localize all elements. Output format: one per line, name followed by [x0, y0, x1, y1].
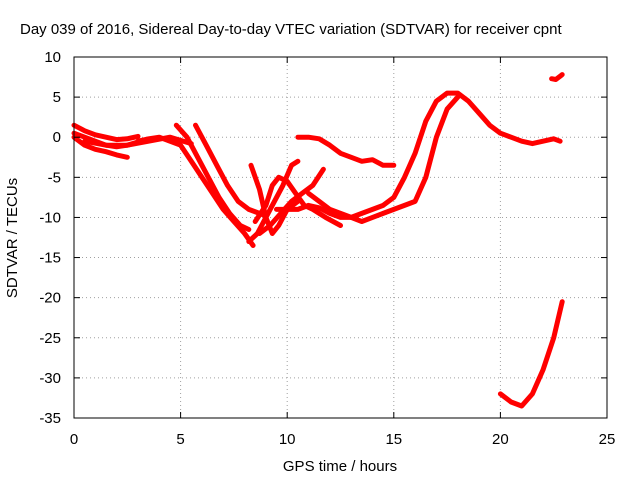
x-tick-label: 0 [70, 431, 78, 448]
x-tick-label: 10 [279, 431, 296, 448]
axis-ticks: 0 5 10 15 20 25 10 5 0 -5 -10 -15 -20 -25 -30 -35 [39, 49, 615, 448]
x-tick-label: 25 [599, 431, 616, 448]
grid-lines [74, 57, 607, 418]
series-track-16 [549, 72, 565, 82]
y-tick-label: -15 [39, 250, 61, 267]
data-series-group [71, 72, 565, 409]
y-tick-label: -25 [39, 330, 61, 347]
series-track-12 [274, 90, 563, 220]
y-tick-label: 10 [44, 49, 61, 66]
series-track-14 [306, 94, 461, 224]
y-tick-label: -35 [39, 410, 61, 427]
y-tick-label: -30 [39, 370, 61, 387]
series-track-09 [257, 166, 326, 236]
y-tick-label: -10 [39, 209, 61, 226]
series-track-01 [71, 122, 141, 143]
plot-frame [73, 56, 608, 419]
y-axis-label: SDTVAR / TECUs [4, 178, 21, 298]
series-track-03 [71, 134, 130, 160]
y-tick-label: 0 [53, 129, 61, 146]
series-track-07 [193, 122, 269, 219]
x-tick-label: 15 [385, 431, 402, 448]
y-tick-label: -5 [48, 169, 61, 186]
series-track-13 [295, 134, 397, 168]
series-track-10 [246, 158, 301, 244]
y-tick-label: -20 [39, 290, 61, 307]
x-tick-label: 5 [176, 431, 184, 448]
series-track-15 [497, 299, 565, 409]
series-track-11 [252, 174, 343, 228]
chart-title: Day 039 of 2016, Sidereal Day-to-day VTE… [20, 21, 562, 38]
y-tick-label: 5 [53, 89, 61, 106]
x-axis-label: GPS time / hours [283, 458, 397, 475]
series-track-06 [173, 122, 252, 232]
x-tick-label: 20 [492, 431, 509, 448]
